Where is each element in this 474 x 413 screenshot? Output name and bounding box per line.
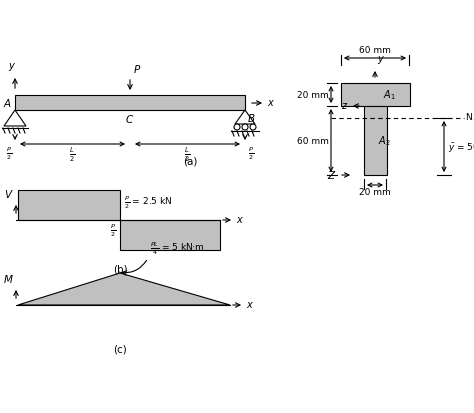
Bar	[18, 190, 120, 220]
Text: 20 mm: 20 mm	[359, 188, 391, 197]
Bar	[364, 106, 387, 175]
Text: $A_2$: $A_2$	[378, 134, 391, 148]
Text: $Z$: $Z$	[328, 169, 337, 181]
Circle shape	[234, 124, 240, 130]
Text: $\frac{P}{2}$: $\frac{P}{2}$	[248, 145, 254, 161]
Polygon shape	[18, 273, 230, 305]
Text: $B$: $B$	[247, 112, 255, 124]
Text: $\frac{L}{2}$: $\frac{L}{2}$	[69, 146, 75, 164]
Text: 20 mm: 20 mm	[297, 90, 329, 100]
Polygon shape	[4, 110, 26, 126]
Circle shape	[250, 124, 256, 130]
Text: $z$: $z$	[341, 101, 348, 111]
Text: $\frac{PL}{4}$ = 5 kN·m: $\frac{PL}{4}$ = 5 kN·m	[150, 240, 205, 257]
Text: $\frac{P}{2}$: $\frac{P}{2}$	[110, 222, 116, 239]
Text: 60 mm: 60 mm	[297, 137, 329, 145]
Bar	[120, 220, 220, 250]
Bar	[15, 95, 245, 110]
Text: $\frac{L}{2}$: $\frac{L}{2}$	[184, 146, 190, 164]
Text: $A$: $A$	[3, 97, 12, 109]
Text: $\bar{y}$ = 50 mm: $\bar{y}$ = 50 mm	[448, 140, 474, 154]
Text: $M$: $M$	[3, 273, 14, 285]
Text: $y$: $y$	[377, 54, 385, 66]
Text: (c): (c)	[113, 345, 127, 355]
Circle shape	[242, 124, 248, 130]
Text: $\frac{P}{2}$: $\frac{P}{2}$	[6, 145, 12, 161]
Text: $P$: $P$	[133, 63, 141, 75]
Text: $x$: $x$	[267, 98, 275, 108]
Text: $x$: $x$	[236, 215, 244, 225]
Text: $C$: $C$	[126, 113, 135, 125]
Polygon shape	[235, 110, 255, 124]
Text: (a): (a)	[183, 157, 197, 167]
Text: N. A.: N. A.	[466, 114, 474, 123]
Text: $V$: $V$	[4, 188, 14, 200]
Text: $\frac{P}{2}$ = 2.5 kN: $\frac{P}{2}$ = 2.5 kN	[124, 194, 173, 211]
Text: (b): (b)	[113, 265, 128, 275]
Text: $x$: $x$	[246, 300, 254, 310]
Text: $y$: $y$	[8, 61, 16, 73]
Bar	[341, 83, 410, 106]
Text: $A_1$: $A_1$	[383, 88, 396, 102]
Text: 60 mm: 60 mm	[359, 46, 391, 55]
